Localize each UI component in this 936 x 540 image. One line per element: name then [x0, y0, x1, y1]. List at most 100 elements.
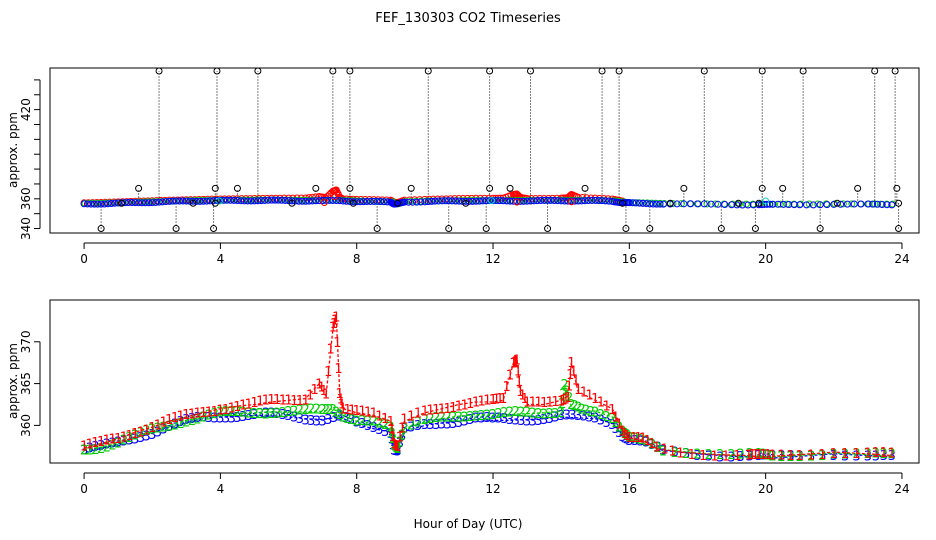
- top-series3-point: [405, 198, 413, 206]
- bottom-series-3-point: 3: [529, 414, 537, 429]
- top-outlier-point: [895, 199, 903, 207]
- bottom-series-1-point: 1: [256, 395, 264, 410]
- top-series3-point: [434, 197, 442, 205]
- bottom-series-2-point: 2: [250, 407, 258, 422]
- bottom-series-1-point: 1: [768, 448, 776, 463]
- top-series3-point: [733, 201, 741, 209]
- bottom-series-1-point: 1: [585, 389, 593, 404]
- bottom-series-1-point: 1: [103, 434, 111, 449]
- top-series3-point: [588, 196, 596, 204]
- bottom-series-3-point: 3: [347, 413, 355, 428]
- top-series3-point: [869, 200, 877, 208]
- bottom-y-tick-label: 360: [19, 414, 33, 437]
- bottom-series-1-point: 1: [512, 355, 520, 370]
- bottom-series-3-point: 3: [654, 441, 662, 456]
- bottom-series-2-point: 2: [571, 399, 579, 414]
- top-series3-point: [714, 200, 722, 208]
- bottom-series-3-point: 3: [250, 408, 258, 423]
- bottom-series-3-point: 3: [523, 414, 531, 429]
- top-series3-point: [332, 197, 340, 205]
- bottom-series-2-point: 2: [392, 441, 400, 456]
- bottom-series-2-point: 2: [483, 409, 491, 424]
- top-series3-point: [295, 197, 303, 205]
- top-outlier-point: [486, 67, 494, 75]
- bottom-series-2-point: 2: [421, 413, 429, 428]
- top-series3-point: [649, 200, 657, 208]
- bottom-series-1-point: 1: [513, 354, 521, 369]
- top-series3-point: [492, 197, 500, 205]
- bottom-series-1-point: 1: [250, 396, 258, 411]
- bottom-series-2-point: 2: [559, 387, 567, 402]
- bottom-series-1-point: 1: [421, 404, 429, 419]
- bottom-series-3-point: 3: [398, 429, 406, 444]
- top-series3-point: [431, 197, 439, 205]
- bottom-series-1-point: 1: [343, 403, 351, 418]
- bottom-series-1-point: 1: [634, 431, 642, 446]
- bottom-series-2-point: 2: [348, 413, 356, 428]
- bottom-series-1-point: 1: [523, 396, 531, 411]
- top-series3-point: [680, 200, 688, 208]
- bottom-series-1-point: 1: [796, 449, 804, 464]
- top-series3-point: [182, 197, 190, 205]
- top-y-axis-label: approx. ppm: [6, 112, 20, 188]
- bottom-series-1-point: 1: [591, 392, 599, 407]
- top-series3-point: [506, 197, 514, 205]
- top-series3-point: [329, 196, 337, 204]
- bottom-series-3-point: 3: [841, 449, 849, 464]
- bottom-series-1-point: 1: [142, 423, 150, 438]
- top-outlier-point: [506, 184, 514, 192]
- bottom-series-3-point: 3: [171, 417, 179, 432]
- top-series3-point: [158, 198, 166, 206]
- bottom-series-1-point: 1: [331, 314, 339, 329]
- bottom-series-2-point: 2: [716, 448, 724, 463]
- bottom-series-2-point: 2: [612, 416, 620, 431]
- bottom-series-1-point: 1: [660, 443, 668, 458]
- bottom-series-3-point: 3: [807, 449, 815, 464]
- bottom-series-2-point: 2: [171, 418, 179, 433]
- top-series3-point: [424, 198, 432, 206]
- bottom-series-3-point: 3: [557, 409, 565, 424]
- bottom-series-2-point: 2: [466, 410, 474, 425]
- bottom-series-1-point: 1: [565, 380, 573, 395]
- bottom-series-1-point: 1: [807, 449, 815, 464]
- top-series3-point: [366, 197, 374, 205]
- bottom-series-1-point: 1: [389, 430, 397, 445]
- bottom-series-3-point: 3: [279, 408, 287, 423]
- top-series3-point: [97, 200, 105, 208]
- bottom-series-3-point: 3: [746, 449, 754, 464]
- bottom-series-2-point: 2: [301, 403, 309, 418]
- bottom-series-1-point: 1: [652, 441, 660, 456]
- bottom-series-2-point: 2: [86, 443, 94, 458]
- top-outlier-point: [155, 67, 163, 75]
- top-series3-point: [114, 199, 122, 207]
- bottom-series-1-point: 1: [612, 410, 620, 425]
- bottom-series-2-point: 2: [216, 406, 224, 421]
- bottom-series-3-point: 3: [233, 411, 241, 426]
- top-series2-point: [677, 200, 685, 208]
- bottom-series-3-point: 3: [637, 435, 645, 450]
- top-outlier-point: [755, 199, 763, 207]
- bottom-series-3-point: 3: [597, 414, 605, 429]
- bottom-series-1-point: 1: [478, 394, 486, 409]
- top-series2-point: [848, 200, 856, 208]
- bottom-series-2-point: 2: [284, 405, 292, 420]
- bottom-series-3-point: 3: [563, 409, 571, 424]
- bottom-series-2-point: 2: [671, 446, 679, 461]
- top-series3-point: [373, 197, 381, 205]
- top-outlier-point: [233, 184, 241, 192]
- top-series3-point: [581, 197, 589, 205]
- bottom-series-1-point: 1: [699, 449, 707, 464]
- top-red-marker: [320, 199, 328, 207]
- bottom-series-2-point: 2: [830, 448, 838, 463]
- bottom-series-3-point: 3: [393, 444, 401, 459]
- top-outlier-point: [758, 184, 766, 192]
- bottom-series-1-point: 1: [744, 448, 752, 463]
- bottom-series-3-point: 3: [682, 447, 690, 462]
- bottom-y-tick-label: 365: [19, 372, 33, 395]
- bottom-series-3-point: 3: [239, 410, 247, 425]
- bottom-series-3-point: 3: [443, 417, 451, 432]
- top-series3-point: [94, 200, 102, 208]
- bottom-series-3-point: 3: [137, 431, 145, 446]
- bottom-series-1-point: 1: [387, 415, 395, 430]
- bottom-series-3-point: 3: [489, 411, 497, 426]
